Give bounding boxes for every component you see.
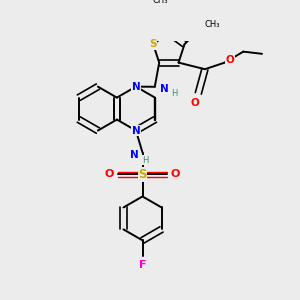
Text: N: N [131, 126, 140, 136]
Text: O: O [171, 169, 180, 179]
Text: H: H [142, 156, 149, 165]
Text: S: S [138, 168, 147, 181]
Text: N: N [130, 150, 139, 160]
Text: O: O [226, 56, 235, 65]
Text: O: O [105, 169, 114, 179]
Text: O: O [190, 98, 200, 108]
Text: H: H [171, 89, 178, 98]
Text: F: F [139, 260, 146, 269]
Text: S: S [149, 39, 157, 49]
Text: CH₃: CH₃ [152, 0, 168, 5]
Text: N: N [131, 82, 140, 92]
Text: CH₃: CH₃ [204, 20, 220, 29]
Text: N: N [160, 84, 169, 94]
